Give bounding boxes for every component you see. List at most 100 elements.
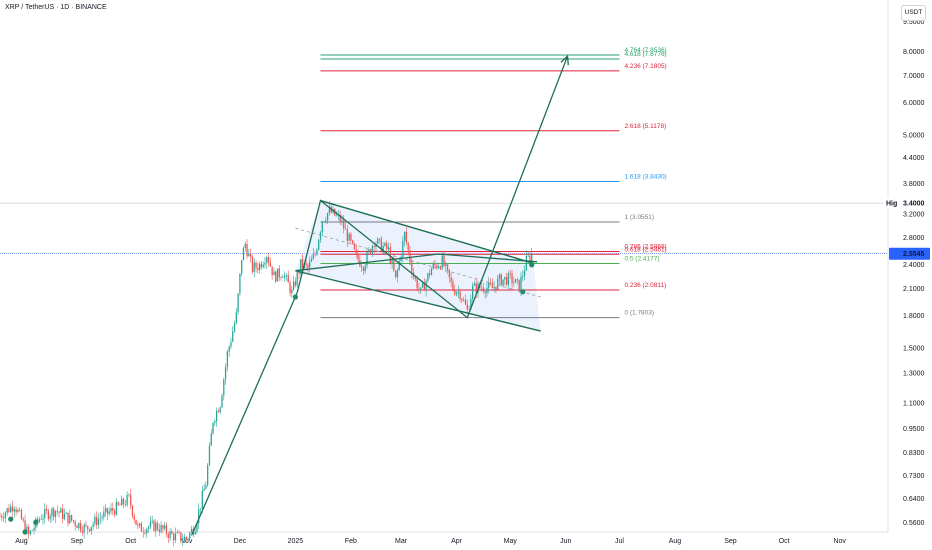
candle-body-39 [69, 515, 71, 524]
candle-body-30 [53, 508, 55, 518]
candle-body-193 [344, 228, 347, 230]
candle-body-51 [90, 526, 92, 532]
candle-body-71 [126, 495, 128, 505]
candle-body-158 [282, 277, 284, 278]
y-tick-label-2: 7.0000 [903, 73, 925, 80]
candle-body-21 [36, 518, 39, 522]
candle-body-104 [185, 536, 187, 540]
x-tick-label-2: Oct [125, 538, 136, 545]
y-tick-label-1: 8.0000 [903, 49, 925, 56]
candle-body-69 [122, 498, 125, 505]
candle-body-64 [113, 510, 116, 515]
candle-body-2 [2, 517, 5, 519]
fib-level-label-3: 2.618 (5.1178) [624, 123, 666, 130]
candle-body-203 [362, 267, 365, 272]
candle-body-50 [88, 529, 91, 532]
candle-body-161 [287, 274, 289, 283]
candle-body-13 [22, 519, 24, 521]
candle-body-130 [232, 331, 234, 342]
candle-body-182 [325, 220, 327, 222]
candle-body-151 [269, 262, 271, 267]
candle-body-155 [276, 268, 279, 282]
candle-body-176 [314, 254, 316, 255]
y-tick-label-6: 3.8000 [903, 181, 925, 188]
candle-body-94 [167, 534, 169, 538]
candle-body-248 [443, 255, 445, 266]
candle-body-241 [430, 268, 433, 276]
candle-body-146 [260, 263, 263, 268]
candle-body-167 [298, 272, 300, 274]
candle-body-8 [13, 509, 15, 512]
candle-body-80 [142, 531, 144, 533]
candle-body-3 [4, 512, 7, 519]
candle-body-73 [130, 494, 132, 506]
x-tick-label-0: Aug [15, 538, 28, 545]
candle-body-88 [156, 522, 159, 530]
candle-body-124 [221, 395, 223, 408]
candle-body-227 [405, 231, 408, 243]
candle-body-149 [266, 257, 268, 263]
candle-body-162 [289, 282, 291, 294]
candle-body-234 [418, 288, 420, 290]
candle-body-33 [58, 511, 60, 513]
currency-badge[interactable]: USDT [901, 5, 926, 21]
candle-body-247 [441, 255, 443, 269]
candle-body-171 [305, 263, 307, 266]
candle-body-65 [115, 502, 118, 515]
candle-body-269 [480, 287, 483, 289]
candle-body-173 [309, 261, 311, 268]
candle-body-197 [352, 240, 354, 244]
candle-body-175 [312, 254, 314, 259]
y-tick-label-20: 0.5600 [903, 520, 925, 527]
candle-body-34 [60, 508, 62, 513]
candle-body-233 [416, 278, 418, 289]
x-tick-label-7: Mar [395, 538, 408, 545]
candle-body-144 [257, 267, 259, 270]
signal-marker-2 [33, 519, 39, 525]
projection-arrowhead [560, 54, 569, 66]
candle-body-37 [65, 512, 67, 514]
candle-body-278 [497, 278, 499, 290]
candle-body-115 [205, 485, 207, 490]
candle-body-226 [403, 231, 406, 241]
candle-body-78 [138, 523, 141, 526]
candle-body-279 [498, 274, 501, 279]
candle-body-107 [190, 528, 193, 533]
x-tick-label-13: Sep [724, 538, 737, 545]
candle-body-82 [146, 528, 148, 534]
candle-body-101 [180, 532, 182, 541]
candle-body-194 [346, 229, 348, 241]
candle-body-196 [350, 233, 352, 241]
candle-body-271 [484, 291, 486, 294]
candle-body-273 [488, 282, 490, 288]
candle-body-141 [251, 256, 254, 272]
signal-marker-3 [292, 294, 299, 300]
candle-body-211 [377, 238, 379, 244]
candle-body-103 [183, 536, 186, 540]
y-tick-label-11: 2.1000 [903, 286, 925, 293]
candle-body-262 [468, 309, 470, 310]
candle-body-14 [24, 520, 26, 533]
candle-body-209 [373, 245, 375, 247]
x-tick-label-15: Nov [833, 538, 846, 545]
candle-body-28 [49, 515, 51, 520]
candle-body-106 [189, 532, 191, 539]
fib-level-label-7: 0.618 (2.5461) [624, 246, 666, 253]
high-value-bg [897, 198, 930, 209]
candle-body-95 [169, 531, 171, 538]
candle-body-0 [0, 516, 1, 517]
x-tick-label-9: May [504, 538, 518, 545]
signal-marker-1 [22, 529, 28, 535]
candle-body-191 [341, 220, 343, 222]
candle-body-49 [87, 526, 89, 530]
candle-body-96 [171, 531, 173, 535]
y-tick-label-16: 0.9500 [903, 426, 925, 433]
candle-body-224 [400, 257, 402, 261]
candle-body-230 [411, 262, 413, 273]
candle-body-60 [106, 508, 109, 514]
candle-body-195 [348, 233, 350, 241]
candle-body-280 [500, 274, 502, 286]
candle-body-180 [321, 221, 323, 233]
